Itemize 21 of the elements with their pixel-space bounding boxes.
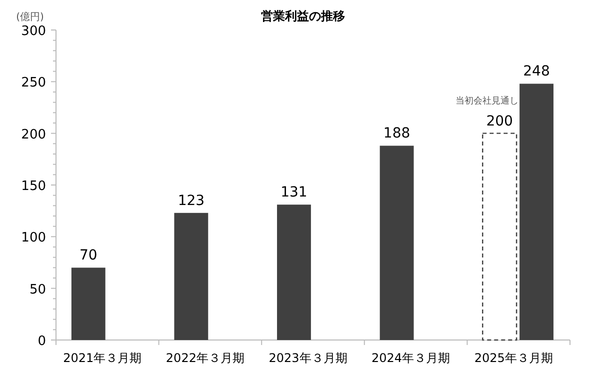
y-tick-label: 0 bbox=[38, 334, 46, 349]
x-tick-label: 2025年３月期 bbox=[474, 351, 553, 365]
data-label: 123 bbox=[178, 192, 205, 209]
ylabel: (億円) bbox=[16, 12, 44, 23]
y-tick-label: 150 bbox=[21, 179, 46, 194]
y-tick-label: 50 bbox=[29, 282, 46, 298]
data-label: 131 bbox=[280, 184, 308, 201]
x-tick-label: 2022年３月期 bbox=[166, 351, 244, 365]
y-tick-label: 300 bbox=[21, 24, 46, 39]
y-tick-label: 250 bbox=[21, 76, 46, 91]
x-tick-label: 2023年３月期 bbox=[268, 351, 348, 365]
y-tick-label: 100 bbox=[21, 230, 46, 246]
data-label: 70 bbox=[79, 248, 98, 264]
x-tick-label: 2021年３月期 bbox=[63, 351, 142, 365]
y-tick-label: 200 bbox=[21, 127, 46, 142]
title: 営業利益の推移 bbox=[261, 9, 345, 23]
series-name: 当初会社見通し bbox=[456, 96, 519, 106]
x-tick-label: 2024年３月期 bbox=[372, 351, 450, 365]
data-label: 200 bbox=[486, 113, 513, 130]
data-label: 248 bbox=[523, 64, 550, 80]
data-label: 188 bbox=[383, 126, 410, 142]
